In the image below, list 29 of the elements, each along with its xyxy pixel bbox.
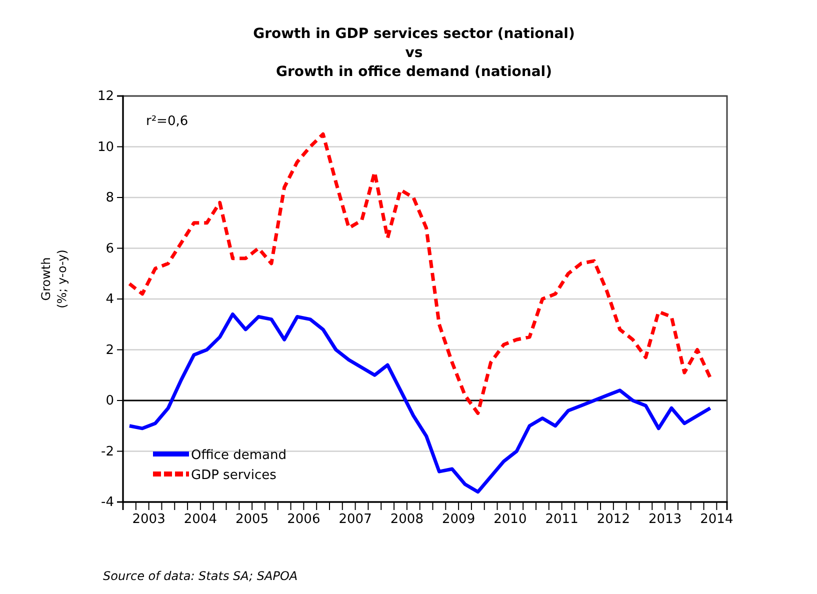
- y-tick-label: 8: [106, 190, 114, 206]
- x-tick-label: 2011: [545, 512, 578, 528]
- x-tick-label: 2007: [338, 512, 372, 528]
- y-axis-title: Growth (%; y-o-y): [39, 250, 69, 308]
- x-tick-label: 2006: [287, 512, 320, 528]
- y-tick-label: 6: [106, 241, 114, 256]
- y-tick-label: 12: [97, 89, 114, 104]
- x-tick-label: 2014: [700, 512, 734, 528]
- y-tick-label: -4: [101, 495, 114, 510]
- x-tick-label: 2005: [236, 512, 269, 528]
- y-tick-label: 0: [106, 394, 114, 409]
- x-tick-label: 2004: [184, 512, 217, 528]
- legend-label: Office demand: [191, 448, 286, 463]
- x-tick-label: 2008: [390, 512, 424, 528]
- annotation: r²=0,6: [146, 114, 188, 129]
- source-note: Source of data: Stats SA; SAPOA: [103, 569, 298, 583]
- y-tick-label: -2: [101, 444, 114, 460]
- line-series: [128, 312, 712, 494]
- x-tick-label: 2010: [494, 512, 527, 528]
- x-tick-label: 2012: [596, 512, 630, 528]
- chart-title: Growth in GDP services sector (national) vs Growth in office demand (national): [253, 26, 575, 80]
- x-tick-label: 2013: [648, 512, 682, 528]
- y-tick-label: 2: [106, 342, 114, 358]
- y-tick-label: 10: [97, 140, 114, 155]
- line-series: [128, 132, 712, 415]
- y-tick-label: 4: [106, 292, 114, 308]
- x-tick-label: 2003: [132, 512, 166, 528]
- x-tick-label: 2009: [442, 512, 476, 528]
- legend-label: GDP services: [191, 468, 277, 483]
